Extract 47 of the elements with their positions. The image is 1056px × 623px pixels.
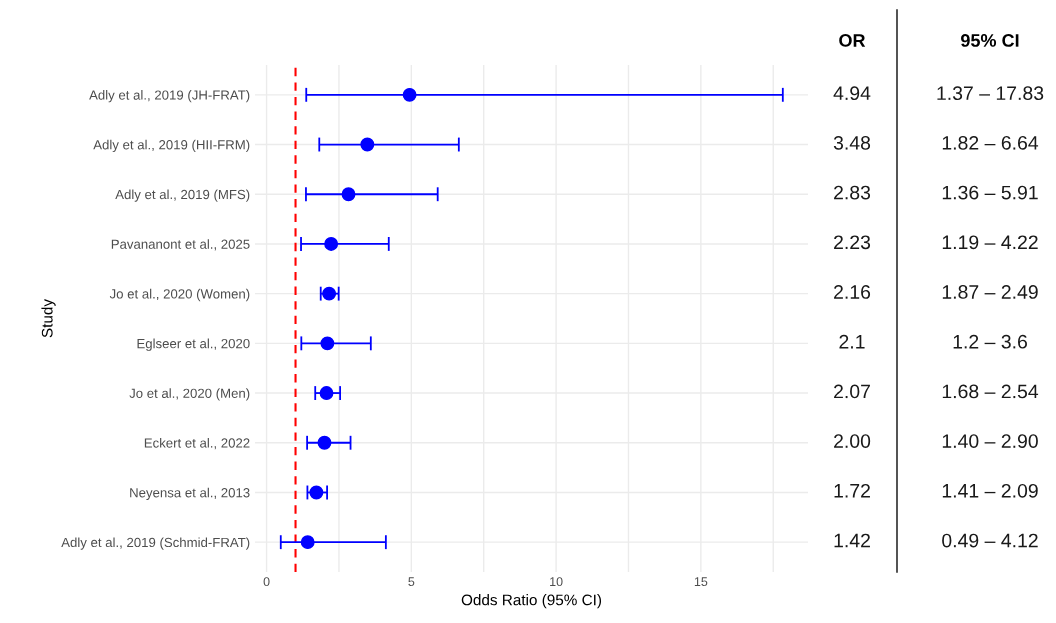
text: 1.19 – 4.22 — [942, 235, 1038, 250]
point — [320, 336, 335, 351]
data-label: 2.1 — [839, 334, 865, 349]
text: OR — [839, 34, 866, 47]
data-label: 2.16 — [834, 285, 871, 299]
y-axis-title: Study — [41, 298, 56, 338]
point — [360, 137, 375, 152]
point — [402, 87, 417, 102]
x-tick-label: 0 — [263, 577, 270, 587]
data-label: 1.42 — [834, 533, 870, 548]
x-tick-label: 5 — [408, 577, 415, 587]
text: 1.37 – 17.83 — [937, 86, 1044, 101]
text: 0.49 – 4.12 — [942, 533, 1038, 548]
data-label: 2.23 — [834, 235, 871, 250]
text: 1.87 – 2.49 — [942, 285, 1038, 299]
x-tick-label: 10 — [550, 577, 563, 587]
point — [341, 187, 356, 202]
y-tick-label: Adly et al., 2019 (Schmid-FRAT) — [61, 537, 250, 550]
x-axis-title: Odds Ratio (95% CI) — [461, 594, 602, 609]
y-tick-label: Neyensa et al., 2013 — [130, 487, 250, 500]
y-tick-label: Adly et al., 2019 (MFS) — [115, 189, 250, 202]
text: 95% CI — [961, 34, 1019, 47]
y-tick-label: Jo et al., 2020 (Men) — [129, 388, 250, 401]
y-tick-label: Jo et al., 2020 (Women) — [109, 288, 250, 302]
y-tick-label: Adly et al., 2019 (JH-FRAT) — [89, 90, 250, 103]
point — [300, 535, 315, 550]
data-label: 2.00 — [834, 434, 871, 448]
data-label: 3.48 — [833, 135, 871, 150]
y-tick-label: Pavananont et al., 2025 — [111, 239, 250, 251]
y-tick-label: Eglseer et al., 2020 — [137, 338, 250, 351]
point — [319, 386, 334, 401]
data-label: 2.83 — [834, 185, 871, 200]
text: 1.36 – 5.91 — [942, 185, 1038, 200]
text: 1.40 – 2.90 — [942, 434, 1038, 448]
text: 1.41 – 2.09 — [942, 483, 1038, 498]
x-tick-label: 15 — [694, 577, 708, 587]
y-tick-label: Eckert et al., 2022 — [144, 437, 250, 450]
point — [324, 236, 339, 251]
data-label: 4.94 — [833, 86, 871, 101]
data-label: 2.07 — [834, 384, 870, 399]
text: 1.82 – 6.64 — [942, 135, 1039, 150]
point — [317, 435, 332, 450]
y-tick-label: Adly et al., 2019 (HII-FRM) — [93, 139, 250, 153]
text: 1.68 – 2.54 — [942, 384, 1039, 399]
data-label: 1.72 — [834, 483, 870, 498]
text: 1.2 – 3.6 — [953, 334, 1027, 349]
point — [309, 485, 324, 500]
